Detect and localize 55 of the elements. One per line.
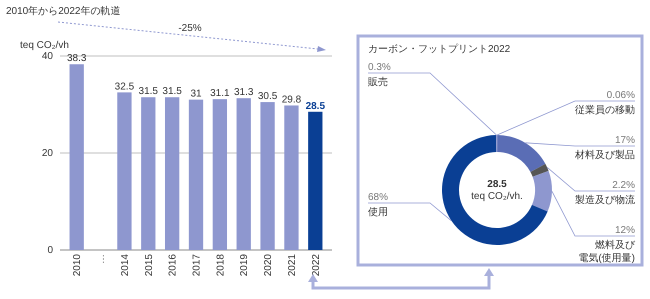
- bar: [284, 105, 299, 250]
- bar: [188, 100, 204, 250]
- x-tick-label: 2019: [239, 254, 250, 276]
- donut-slice: [442, 135, 548, 245]
- bar: [236, 98, 251, 250]
- slice-label: 従業員の移動: [575, 104, 635, 116]
- y-axis-title: teq CO₂/vh: [20, 40, 69, 51]
- data-label: 0.06%: [606, 90, 636, 101]
- x-tick-label: 2015: [144, 254, 155, 276]
- bar: [260, 102, 275, 250]
- data-label: 31: [190, 88, 202, 100]
- slice-label: 燃料及び電気(使用量): [578, 239, 636, 264]
- data-label: 32.5: [114, 81, 135, 92]
- chart-title: 2010年から2022年の軌道: [6, 5, 120, 17]
- donut-slice: [530, 164, 549, 177]
- x-tick-label: 2010: [72, 254, 84, 276]
- x-tick-label: 2017: [192, 254, 202, 276]
- bar: [70, 64, 84, 250]
- text: 28.5: [487, 179, 508, 190]
- data-label: 31.5: [138, 86, 158, 98]
- bar: [212, 99, 228, 250]
- x-tick-label: 2020: [263, 254, 274, 276]
- data-label: 28.5: [306, 100, 326, 112]
- x-tick-label: 2014: [120, 254, 131, 276]
- slice-label: 材料及び製品: [574, 149, 635, 161]
- x-tick-label: 2016: [168, 254, 179, 276]
- slice-label: 販売: [368, 76, 388, 88]
- data-label: 17%: [614, 135, 636, 146]
- y-tick-label: 40: [42, 51, 54, 62]
- data-label: 30.5: [258, 91, 278, 102]
- text: -25%: [178, 23, 202, 34]
- data-label: 38.3: [66, 53, 87, 64]
- x-tick-label: 2022: [310, 254, 322, 276]
- bar: [141, 97, 156, 250]
- data-label: 31.1: [210, 88, 230, 100]
- slice-label: 使用: [368, 207, 388, 218]
- y-tick-label: 0: [47, 245, 54, 256]
- y-tick-label: 20: [42, 148, 54, 160]
- chart-title: カーボン・フットプリント2022: [368, 43, 511, 55]
- bar: [117, 92, 132, 250]
- donut-slice: [497, 135, 546, 172]
- slice-label: 製造及び物流: [575, 194, 635, 206]
- x-tick-label: 2018: [215, 254, 226, 276]
- data-label: 68%: [368, 192, 388, 203]
- data-label: 29.8: [282, 94, 302, 106]
- x-tick-label: 2021: [286, 254, 298, 276]
- data-label: 31.3: [234, 87, 254, 98]
- bar: [308, 112, 322, 250]
- data-label: 12%: [614, 225, 636, 236]
- data-label: 2.2%: [612, 180, 636, 191]
- x-tick-label: …: [96, 254, 108, 264]
- bar: [164, 97, 180, 250]
- text: teq CO₂/vh.: [471, 191, 523, 202]
- data-label: 0.3%: [368, 62, 391, 73]
- data-label: 31.5: [162, 86, 182, 98]
